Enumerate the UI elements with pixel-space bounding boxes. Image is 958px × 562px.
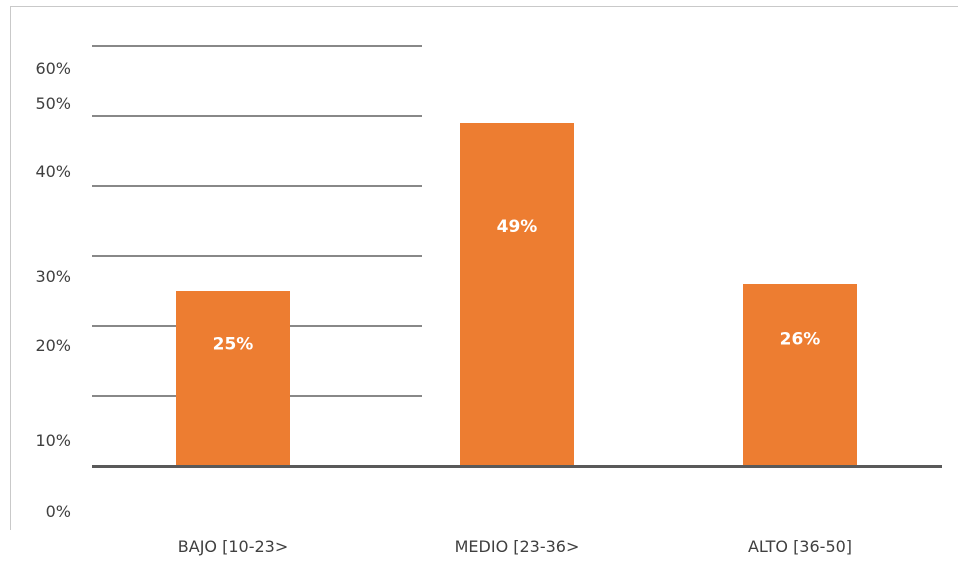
data-label: 25%	[213, 335, 254, 355]
y-tick-label: 50%	[35, 94, 71, 113]
y-axis-ticks: 0% 10% 20% 30% 40% 50% 60%	[35, 59, 71, 521]
bar	[176, 291, 290, 466]
chart-frame-top	[10, 6, 958, 7]
x-axis-categories: BAJO [10-23> MEDIO [23-36> ALTO [36-50]	[178, 537, 852, 556]
bar	[743, 284, 857, 466]
bar	[460, 123, 574, 466]
y-tick-label: 40%	[35, 162, 71, 181]
y-tick-label: 20%	[35, 336, 71, 355]
y-tick-label: 60%	[35, 59, 71, 78]
x-category-label: BAJO [10-23>	[178, 537, 288, 556]
y-tick-label: 30%	[35, 267, 71, 286]
x-category-label: MEDIO [23-36>	[455, 537, 580, 556]
gridlines	[92, 45, 422, 397]
y-tick-label: 0%	[46, 502, 71, 521]
y-tick-label: 10%	[35, 431, 71, 450]
data-label: 49%	[497, 217, 538, 237]
x-category-label: ALTO [36-50]	[748, 537, 852, 556]
chart-frame-left	[10, 6, 11, 530]
bars: 25% 49% 26%	[176, 123, 857, 466]
data-label: 26%	[780, 330, 821, 350]
